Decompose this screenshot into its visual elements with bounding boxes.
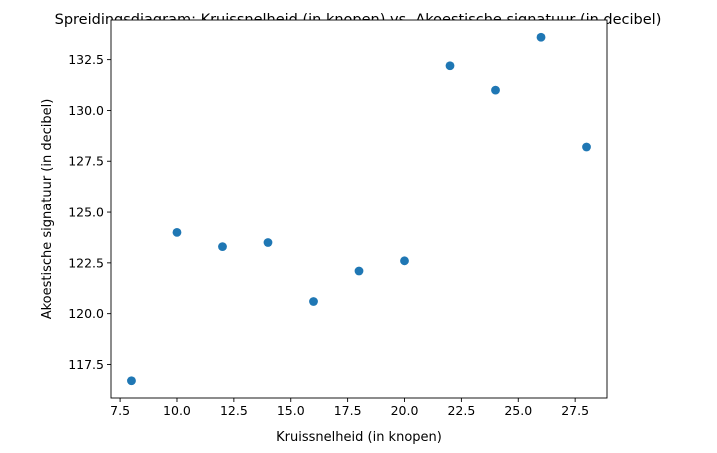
y-tick-label: 117.5 bbox=[68, 357, 104, 372]
x-tick-label: 20.0 bbox=[391, 403, 419, 418]
data-point bbox=[582, 142, 591, 152]
x-tick-label: 25.0 bbox=[504, 403, 532, 418]
data-points bbox=[127, 32, 591, 386]
data-point bbox=[172, 227, 182, 237]
y-tick-label: 120.0 bbox=[68, 306, 104, 321]
x-tick-label: 15.0 bbox=[277, 403, 305, 418]
plot-frame bbox=[110, 19, 608, 399]
x-tick-label: 12.5 bbox=[220, 403, 248, 418]
data-point bbox=[309, 297, 318, 306]
data-point bbox=[536, 32, 546, 42]
data-point bbox=[445, 61, 455, 71]
x-tick-label: 7.5 bbox=[110, 403, 130, 418]
y-tick-label: 130.0 bbox=[68, 103, 104, 118]
data-point bbox=[491, 85, 500, 95]
y-tick-label: 125.0 bbox=[68, 205, 104, 220]
x-axis-ticks: 7.5 10.0 12.5 15.0 17.5 20.0 22.5 25.0 27.5 bbox=[110, 398, 589, 418]
y-axis-ticks: 117.5 120.0 122.5 125.0 127.5 130.0 132.5 bbox=[68, 52, 111, 372]
x-axis-label: Kruissnelheid (in knopen) bbox=[276, 430, 442, 445]
data-point bbox=[218, 242, 227, 252]
plot-area bbox=[111, 20, 607, 398]
data-point bbox=[400, 256, 409, 266]
data-point bbox=[127, 376, 136, 386]
x-tick-label: 27.5 bbox=[561, 403, 589, 418]
data-point bbox=[263, 238, 273, 247]
y-tick-label: 127.5 bbox=[68, 154, 104, 169]
y-axis-label: Akoestische signatuur (in decibel) bbox=[40, 99, 55, 320]
x-tick-label: 10.0 bbox=[163, 403, 191, 418]
x-tick-label: 22.5 bbox=[447, 403, 475, 418]
data-point bbox=[354, 266, 364, 276]
y-tick-label: 122.5 bbox=[68, 255, 104, 270]
y-tick-label: 132.5 bbox=[68, 52, 104, 67]
x-tick-label: 17.5 bbox=[334, 403, 362, 418]
